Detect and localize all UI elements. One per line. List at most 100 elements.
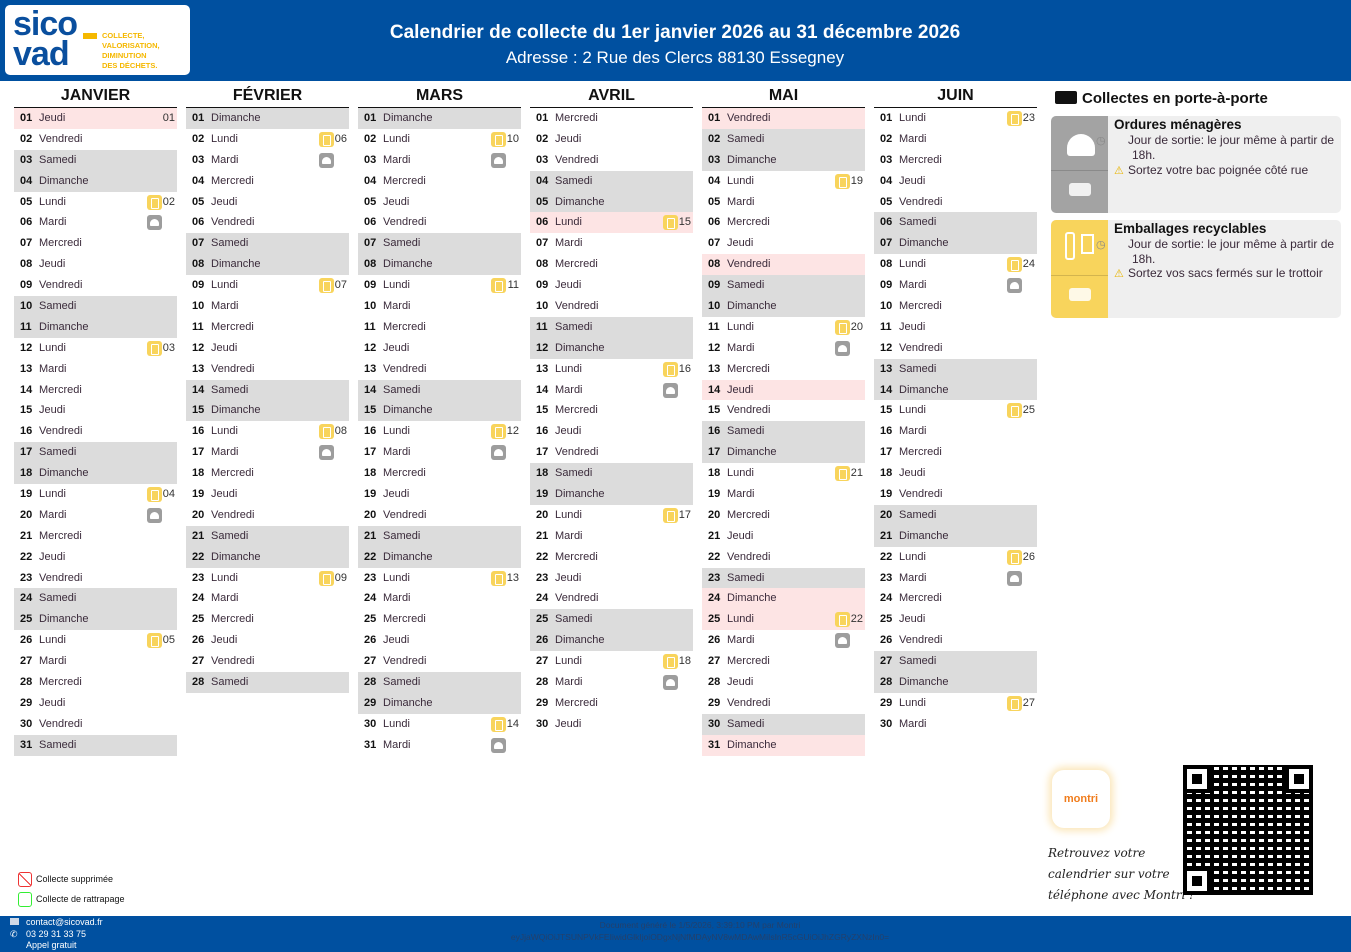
day-number: 09 xyxy=(192,279,205,292)
day-name: Samedi xyxy=(39,153,77,166)
day-row: 19 Dimanche xyxy=(530,484,693,505)
day-row: 11 Samedi xyxy=(530,316,693,338)
day-row: 05 Jeudi xyxy=(186,192,349,213)
day-number: 25 xyxy=(708,613,721,626)
day-row: 04 Mercredi xyxy=(186,171,349,192)
day-name: Vendredi xyxy=(383,216,427,229)
day-number: 26 xyxy=(364,634,377,647)
day-name: Mercredi xyxy=(899,446,942,459)
day-row: 20 Samedi xyxy=(874,504,1037,526)
generated-note: Document généré le 1/5/2026, 3:39:10 PM … xyxy=(599,920,801,930)
day-number: 23 xyxy=(364,571,377,584)
week-number: 08 xyxy=(334,425,347,438)
day-row: 14 Mercredi xyxy=(14,380,177,401)
carton-icon xyxy=(1081,234,1094,254)
day-number: 09 xyxy=(364,279,377,292)
day-name: Samedi xyxy=(39,738,77,751)
day-number: 26 xyxy=(708,634,721,647)
day-row: 09 Lundi 11 xyxy=(358,275,521,296)
day-number: 21 xyxy=(364,529,377,542)
month-4: MAI 01 Vendredi 02 Samedi 03 Dimanche 04 Lundi 19… xyxy=(702,86,865,756)
day-name: Mardi xyxy=(555,237,583,250)
day-number: 25 xyxy=(20,613,33,626)
day-row: 23 Samedi xyxy=(702,567,865,589)
day-row: 25 Dimanche xyxy=(14,609,177,631)
recycling-bag-icon xyxy=(835,173,850,189)
day-number: 03 xyxy=(536,153,549,166)
day-name: Dimanche xyxy=(727,592,777,605)
recycling-bag-icon xyxy=(663,215,678,231)
day-name: Dimanche xyxy=(899,383,949,396)
household-waste-bell-icon xyxy=(319,152,334,168)
day-name: Dimanche xyxy=(727,738,777,751)
recycling-bag-icon xyxy=(491,570,506,586)
day-name: Mardi xyxy=(211,592,239,605)
day-name: Vendredi xyxy=(211,655,255,668)
day-number: 21 xyxy=(192,529,205,542)
day-number: 21 xyxy=(880,529,893,542)
bottle-icon xyxy=(1065,232,1075,260)
day-number: 16 xyxy=(880,425,893,438)
day-number: 06 xyxy=(364,216,377,229)
day-number: 02 xyxy=(192,132,205,145)
day-name: Dimanche xyxy=(211,404,261,417)
day-number: 08 xyxy=(536,258,549,271)
qr-code[interactable] xyxy=(1183,765,1313,895)
day-name: Dimanche xyxy=(727,153,777,166)
week-number: 27 xyxy=(1022,696,1035,709)
day-number: 03 xyxy=(364,153,377,166)
day-row: 01 Jeudi 01 xyxy=(14,108,177,129)
card-line: Jour de sortie: le jour même à partir de… xyxy=(1128,133,1335,162)
day-number: 06 xyxy=(880,216,893,229)
day-number: 26 xyxy=(20,634,33,647)
day-number: 25 xyxy=(364,613,377,626)
day-number: 10 xyxy=(364,300,377,313)
recycling-bag-icon xyxy=(835,612,850,628)
day-number: 05 xyxy=(708,195,721,208)
day-row: 16 Lundi 08 xyxy=(186,421,349,442)
email-link[interactable]: contact@sicovad.fr xyxy=(26,917,103,927)
day-name: Samedi xyxy=(555,613,593,626)
day-row: 04 Mercredi xyxy=(358,171,521,192)
day-name: Samedi xyxy=(211,529,249,542)
day-number: 04 xyxy=(880,174,893,187)
day-row: 15 Dimanche xyxy=(186,400,349,422)
day-name: Dimanche xyxy=(727,446,777,459)
recycling-bag-icon xyxy=(1007,111,1022,126)
document-code: eyJjaWQiOiJTSUNPVkFEIiwidGlkIjoiODgxNjNf… xyxy=(510,932,890,942)
day-number: 28 xyxy=(708,676,721,689)
page-title: Calendrier de collecte du 1er janvier 20… xyxy=(389,22,961,43)
day-name: Mercredi xyxy=(211,467,254,480)
day-number: 17 xyxy=(880,446,893,459)
day-name: Vendredi xyxy=(555,592,599,605)
day-name: Vendredi xyxy=(899,195,943,208)
logo-tagline: DES DÉCHETS. xyxy=(102,61,158,70)
day-row: 19 Jeudi xyxy=(186,484,349,505)
day-number: 18 xyxy=(708,467,721,480)
day-name: Mercredi xyxy=(383,320,426,333)
recycling-bag-icon xyxy=(663,507,678,523)
day-row: 27 Vendredi xyxy=(186,651,349,672)
day-row: 23 Mardi xyxy=(874,568,1037,589)
day-row: 17 Vendredi xyxy=(530,442,693,463)
day-name: Jeudi xyxy=(899,467,926,480)
recycling-bag-icon xyxy=(147,340,162,356)
day-row: 23 Lundi 13 xyxy=(358,568,521,589)
montri-logo[interactable]: montri xyxy=(1052,770,1110,828)
day-row: 24 Mardi xyxy=(358,588,521,609)
day-name: Mercredi xyxy=(383,467,426,480)
week-number: 10 xyxy=(506,132,519,145)
recycling-bag-icon xyxy=(319,278,334,294)
day-row: 30 Jeudi xyxy=(530,714,693,735)
recycling-bag-icon xyxy=(147,194,162,210)
day-row: 14 Samedi xyxy=(186,379,349,401)
day-row: 14 Dimanche xyxy=(874,379,1037,401)
day-name: Jeudi xyxy=(555,279,582,292)
day-name: Lundi xyxy=(899,258,926,271)
month-name: MARS xyxy=(358,86,521,108)
day-name: Samedi xyxy=(383,676,421,689)
day-name: Mardi xyxy=(727,341,755,354)
day-name: Jeudi xyxy=(211,195,238,208)
day-name: Mardi xyxy=(899,571,927,584)
day-name: Vendredi xyxy=(39,571,83,584)
